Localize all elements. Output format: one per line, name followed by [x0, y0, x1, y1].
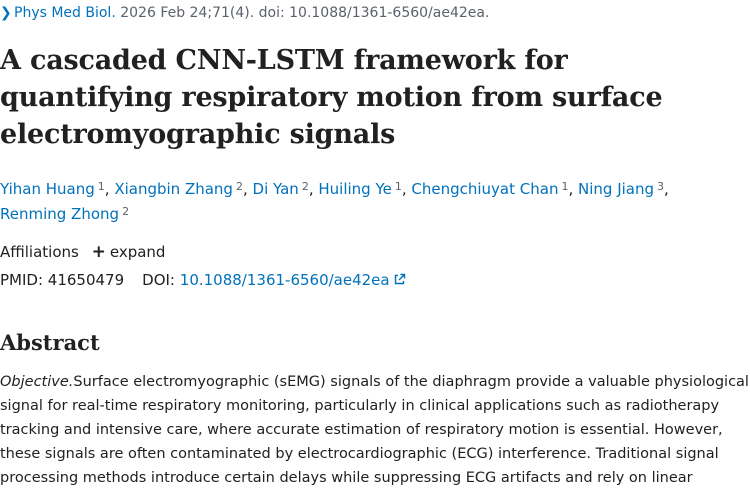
external-link-icon	[394, 273, 405, 285]
citation-details: 2026 Feb 24;71(4). doi: 10.1088/1361-656…	[120, 5, 490, 21]
affiliation-ref[interactable]: 1	[394, 180, 402, 193]
abstract-text: Surface electromyographic (sEMG) signals…	[0, 374, 749, 486]
doi-label: DOI:	[142, 271, 175, 289]
author-item: Xiangbin Zhang 2	[114, 180, 243, 198]
pmid-value: 41650479	[47, 271, 125, 289]
authors-list: Yihan Huang 1, Xiangbin Zhang 2, Di Yan 2, …	[0, 180, 669, 223]
doi-value: 10.1088/1361-6560/ae42ea	[179, 271, 390, 289]
author-item: Yihan Huang 1	[0, 180, 105, 198]
author-link[interactable]: Renming Zhong	[0, 205, 120, 223]
author-item: Huiling Ye 1	[318, 180, 401, 198]
chevron-right-icon: ❯	[0, 5, 12, 21]
affiliation-ref[interactable]: 2	[122, 205, 130, 218]
journal-link[interactable]: Phys Med Biol.	[14, 5, 116, 21]
author-link[interactable]: Ning Jiang	[578, 180, 655, 198]
author-item: Chengchiuyat Chan 1	[411, 180, 568, 198]
article-title: A cascaded CNN-LSTM framework for quanti…	[0, 45, 663, 150]
plus-icon: +	[91, 242, 106, 262]
affiliation-ref[interactable]: 2	[301, 180, 309, 193]
abstract-heading: Abstract	[0, 330, 100, 355]
doi-link[interactable]: 10.1088/1361-6560/ae42ea	[180, 271, 406, 289]
affiliation-ref[interactable]: 1	[561, 180, 569, 193]
affiliations-label: Affiliations	[0, 243, 79, 261]
author-link[interactable]: Di Yan	[252, 180, 299, 198]
author-item: Ning Jiang 3	[578, 180, 664, 198]
abstract-body: Objective.Surface electromyographic (sEM…	[0, 370, 750, 490]
author-link[interactable]: Huiling Ye	[318, 180, 392, 198]
citation-line: ❯ Phys Med Biol. 2026 Feb 24;71(4). doi: …	[0, 4, 489, 22]
author-link[interactable]: Yihan Huang	[0, 180, 95, 198]
abstract-section-label: Objective.	[0, 374, 74, 390]
affiliation-ref[interactable]: 3	[657, 180, 665, 193]
author-link[interactable]: Chengchiuyat Chan	[411, 180, 559, 198]
affiliation-ref[interactable]: 1	[97, 180, 105, 193]
author-link[interactable]: Xiangbin Zhang	[114, 180, 233, 198]
pmid-label: PMID:	[0, 271, 44, 289]
affiliations-row: Affiliations + expand	[0, 242, 165, 262]
author-item: Di Yan 2	[253, 180, 309, 198]
author-item: Renming Zhong 2	[0, 205, 129, 223]
affiliations-expand-button[interactable]: + expand	[92, 242, 166, 262]
identifiers-row: PMID: 41650479 DOI: 10.1088/1361-6560/ae4…	[0, 270, 406, 290]
affiliation-ref[interactable]: 2	[235, 180, 243, 193]
expand-label: expand	[109, 243, 166, 261]
